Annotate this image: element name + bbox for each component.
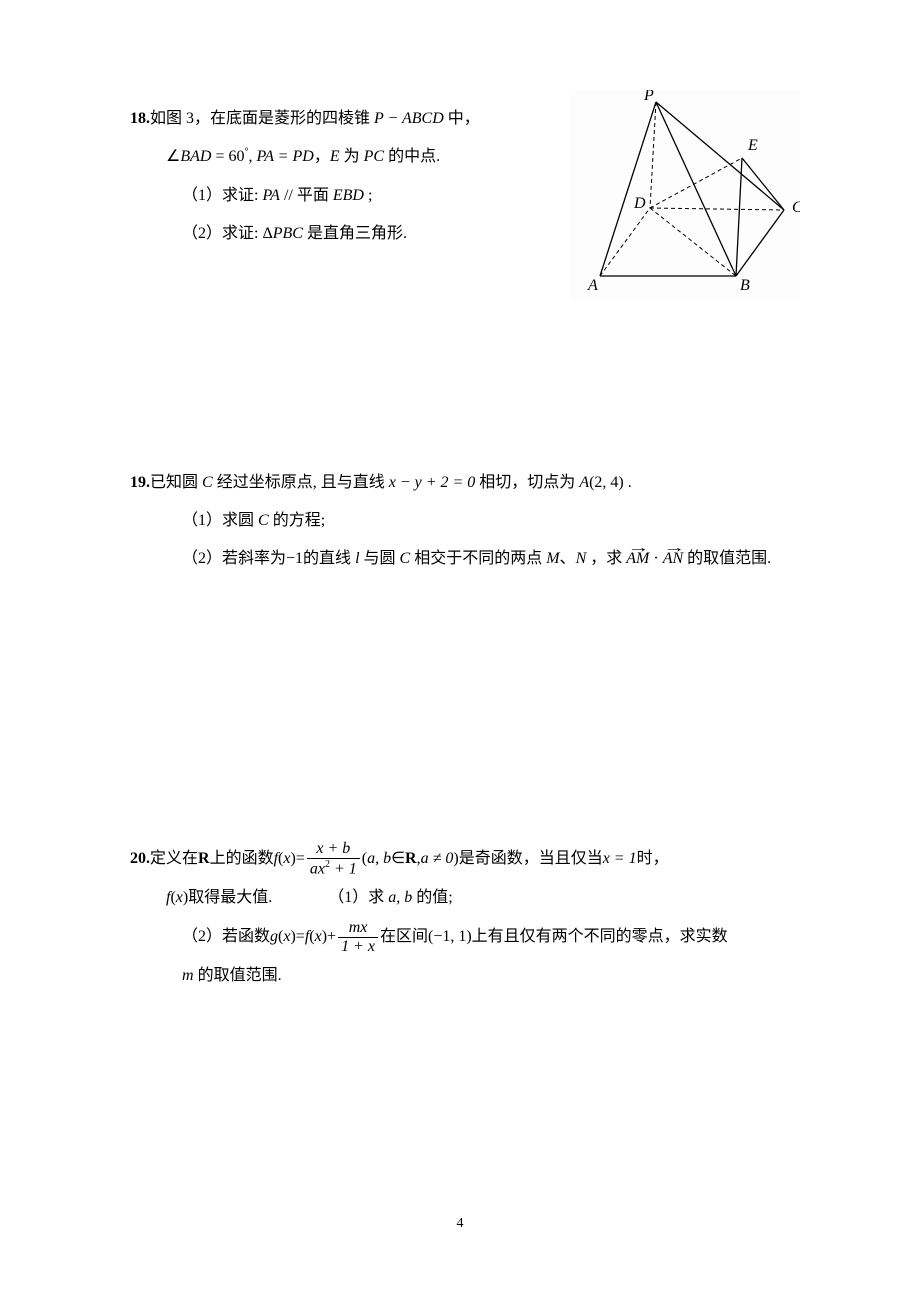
svg-text:E: E	[747, 137, 758, 154]
p18-figure: P E C D A B	[570, 90, 800, 300]
svg-text:C: C	[792, 199, 800, 216]
problem-18: 18.如图 3，在底面是菱形的四棱锥 P − ABCD 中， ∠BAD = 60…	[130, 100, 790, 254]
svg-text:A: A	[587, 277, 598, 294]
p18-line2: ∠BAD = 60°, PA = PD，E 为 PC 的中点.	[130, 138, 560, 176]
fraction-1: x + bax2 + 1	[307, 840, 360, 878]
p18-q2: （2）求证: ΔΔPBCPBC 是直角三角形.	[130, 215, 560, 253]
p19-q1: （1）求圆 C 的方程;	[130, 512, 325, 529]
vector-AN: →AN	[663, 540, 683, 578]
svg-text:B: B	[740, 277, 750, 294]
svg-text:P: P	[643, 90, 654, 104]
problem-20: 20.定义在 R 上的函数 f(x) = x + bax2 + 1(a, b ∈…	[130, 839, 790, 996]
p19-label: 19.	[130, 474, 150, 491]
p20-line2: f(x)取得最大值.	[130, 889, 276, 906]
fraction-2: mx1 + x	[338, 919, 378, 955]
pyramid-diagram: P E C D A B	[570, 90, 800, 300]
page-number: 4	[0, 1216, 920, 1232]
problem-19: 19.已知圆 C 经过坐标原点, 且与直线 x − y + 2 = 0 相切，切…	[130, 464, 790, 579]
p20-q1: （1）求 a, b 的值;	[276, 889, 452, 906]
p18-q1: （1）求证: PA // 平面 EBD ;	[130, 177, 560, 215]
p20-line1: 20.定义在 R 上的函数 f(x) = x + bax2 + 1(a, b ∈…	[130, 839, 790, 879]
svg-text:D: D	[633, 195, 646, 212]
p18-label: 18.	[130, 110, 150, 127]
p19-q2: （2）若斜率为−1的直线 l 与圆 C 相交于不同的两点 M、N ，求 →AM …	[130, 550, 771, 567]
page: 18.如图 3，在底面是菱形的四棱锥 P − ABCD 中， ∠BAD = 60…	[0, 0, 920, 1302]
p20-q2-line2: m 的取值范围.	[130, 967, 282, 984]
p19-line1: 19.已知圆 C 经过坐标原点, 且与直线 x − y + 2 = 0 相切，切…	[130, 474, 632, 491]
p20-q2-line1: （2）若函数 g(x) = f(x) + mx1 + x 在区间(−1, 1)上…	[130, 917, 790, 957]
p20-label: 20.	[130, 840, 150, 878]
vector-AM: →AM	[626, 540, 649, 578]
p18-line1: 18.如图 3，在底面是菱形的四棱锥 P − ABCD 中，	[130, 100, 560, 138]
